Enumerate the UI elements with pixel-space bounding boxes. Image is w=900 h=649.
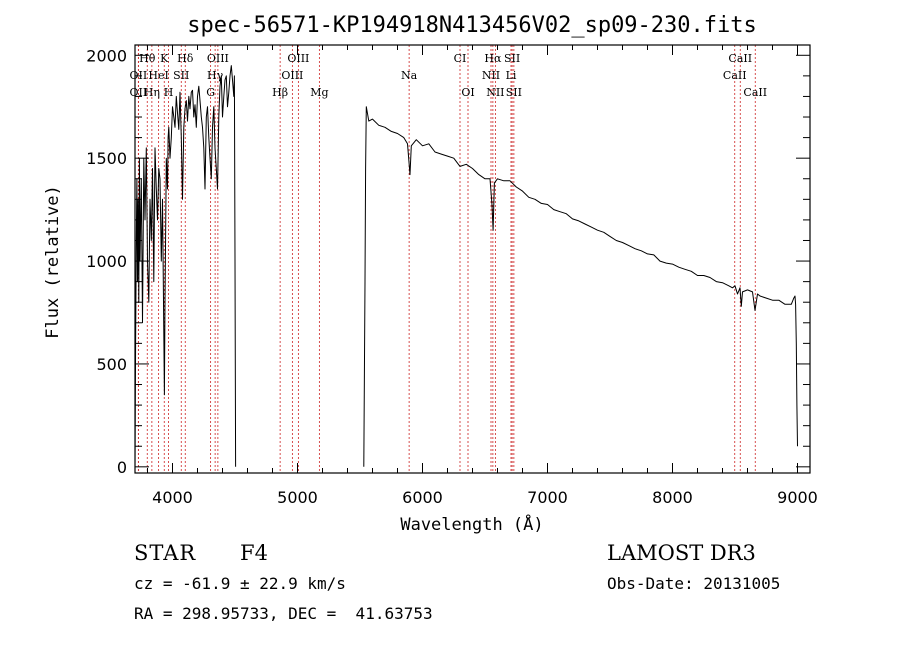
line-label-CI: CI (454, 52, 467, 65)
data-release: LAMOST DR3 (607, 541, 756, 565)
x-tick-label: 7000 (527, 488, 568, 507)
line-label-OIII-4363: OIII (207, 52, 229, 65)
y-tick-label: 1500 (86, 149, 127, 168)
y-axis-label: Flux (relative) (43, 185, 63, 339)
object-class: STAR (134, 541, 197, 565)
x-tick-label: 4000 (152, 488, 193, 507)
line-label-OIII-4959: OIII (281, 69, 303, 82)
redshift-velocity: cz = -61.9 ± 22.9 km/s (134, 574, 346, 593)
line-label-Na: Na (401, 69, 418, 82)
flux-series-segment-2 (363, 106, 798, 467)
y-tick-label: 0 (117, 458, 127, 477)
line-label-H-theta: Hθ (139, 52, 156, 65)
line-label-SII-4070: SII (173, 69, 189, 82)
line-label-K: K (160, 52, 169, 65)
line-label-H: H (164, 86, 174, 99)
object-subclass: F4 (240, 541, 268, 565)
line-label-H-beta: Hβ (272, 86, 288, 99)
chart-title: spec-56571-KP194918N413456V02_sp09-230.f… (187, 13, 757, 38)
line-label-OII-b: OII (130, 86, 148, 99)
line-label-NII-2: NII (486, 86, 504, 99)
line-label-OI: OI (461, 86, 474, 99)
x-axis-label: Wavelength (Å) (400, 513, 543, 535)
plot-frame (134, 44, 811, 474)
flux-series-segment-1 (134, 65, 237, 467)
y-tick-label: 500 (96, 355, 127, 374)
line-label-SII-2: SII (506, 86, 522, 99)
line-label-H-alpha: Hα (484, 52, 502, 65)
line-label-NII-1: NII (482, 69, 500, 82)
line-label-Mg: Mg (310, 86, 328, 99)
line-label-SII-1: SII (504, 52, 520, 65)
line-label-OII: OII (130, 69, 148, 82)
observation-date: Obs-Date: 20131005 (607, 574, 781, 593)
y-tick-label: 1000 (86, 252, 127, 271)
line-label-G: G (206, 86, 215, 99)
line-label-CaII-3: CaII (743, 86, 767, 99)
line-label-H-delta: Hδ (177, 52, 194, 65)
line-label-H-eta: Hη (144, 86, 160, 99)
x-tick-label: 9000 (777, 488, 818, 507)
y-tick-label: 2000 (86, 46, 127, 65)
line-label-OIII-5007: OIII (287, 52, 309, 65)
line-label-CaII-1: CaII (728, 52, 752, 65)
line-label-CaII-2: CaII (723, 69, 747, 82)
x-tick-label: 8000 (652, 488, 693, 507)
line-label-H-gamma: Hγ (207, 69, 224, 82)
x-tick-label: 6000 (402, 488, 443, 507)
x-tick-label: 5000 (277, 488, 318, 507)
line-label-HeI: HeI (148, 69, 168, 82)
line-label-Li: Li (506, 69, 517, 82)
coordinates: RA = 298.95733, DEC = 41.63753 (134, 604, 433, 623)
